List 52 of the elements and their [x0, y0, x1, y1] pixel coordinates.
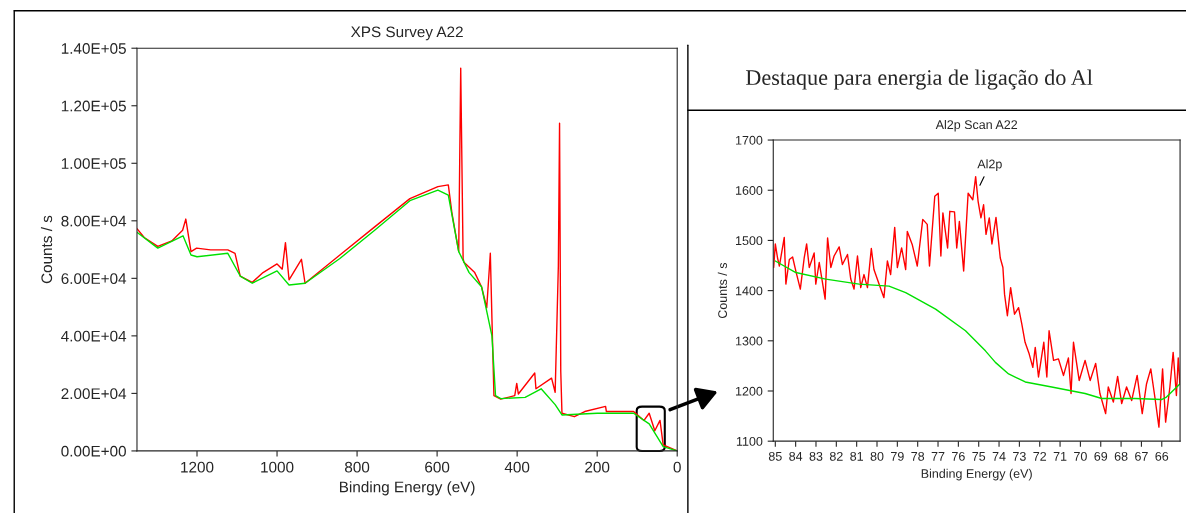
- x-tick-label: 80: [870, 451, 884, 461]
- chart-title: Al2p Scan A22: [935, 119, 1018, 132]
- x-tick-label: 73: [1013, 451, 1026, 461]
- x-tick-label: 69: [1094, 451, 1108, 461]
- x-tick-label: 74: [992, 452, 1006, 461]
- y-tick-label: 1.00E+05: [61, 158, 126, 169]
- x-tick-label: 82: [829, 451, 843, 461]
- x-tick-label: 78: [911, 451, 925, 461]
- line-series: [773, 175, 1181, 428]
- x-tick-label: 76: [952, 451, 965, 461]
- x-tick-label: 400: [504, 461, 530, 473]
- x-tick-label: 67: [1135, 451, 1148, 461]
- x-tick-label: 72: [1033, 451, 1047, 461]
- y-tick-label: 4.00E+04: [61, 330, 127, 342]
- x-axis-title: Binding Energy (eV): [921, 468, 1032, 481]
- x-tick-label: 70: [1074, 451, 1087, 461]
- y-tick-label: 1400: [736, 286, 763, 296]
- x-tick-label: 200: [585, 461, 610, 473]
- line-series: [774, 260, 1181, 401]
- y-tick-label: 2.00E+04: [61, 388, 127, 400]
- x-tick-label: 68: [1114, 451, 1128, 461]
- x-tick-label: 600: [425, 461, 450, 473]
- y-axis-title: Counts / s: [40, 215, 53, 284]
- x-axis-title: Binding Energy (eV): [339, 481, 475, 496]
- x-tick-label: 0: [673, 461, 681, 473]
- y-tick-label: 8.00E+04: [61, 215, 127, 227]
- x-tick-label: 83: [809, 451, 823, 461]
- y-axis-title: Counts / s: [717, 262, 728, 319]
- x-tick-label: 71: [1053, 452, 1067, 461]
- y-tick-label: 1500: [736, 236, 763, 246]
- x-tick-label: 84: [789, 451, 803, 461]
- y-tick-label: 0.00E+00: [61, 445, 126, 457]
- chart-title: XPS Survey A22: [350, 26, 463, 41]
- y-tick-label: 1.20E+05: [61, 100, 126, 112]
- y-tick-label: 1100: [736, 436, 763, 446]
- x-tick-label: 81: [850, 451, 864, 461]
- x-tick-label: 85: [768, 451, 782, 461]
- y-tick-label: 1600: [736, 186, 763, 195]
- y-tick-label: 1700: [736, 135, 763, 145]
- y-tick-label: 6.00E+04: [61, 273, 127, 285]
- annotation: Al2p: [977, 159, 1002, 171]
- x-tick-label: 75: [972, 452, 986, 461]
- chart-subtitle: Destaque para energia de ligação do Al: [745, 69, 1093, 90]
- x-tick-label: 800: [344, 461, 370, 473]
- x-tick-label: 66: [1155, 451, 1169, 461]
- x-tick-label: 1000: [261, 461, 294, 473]
- y-tick-label: 1.40E+05: [61, 43, 126, 54]
- x-tick-label: 1200: [181, 461, 214, 473]
- y-tick-label: 1200: [736, 386, 763, 396]
- x-tick-label: 79: [891, 451, 904, 461]
- x-tick-label: 77: [931, 452, 945, 461]
- y-tick-label: 1300: [736, 336, 763, 346]
